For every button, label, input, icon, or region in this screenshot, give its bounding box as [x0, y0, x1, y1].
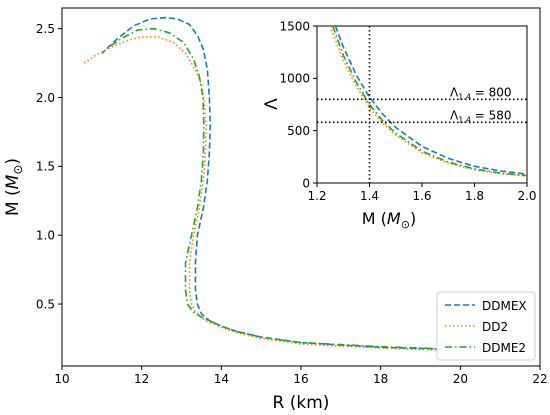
inset-plot: 1.2 1.4 1.6 1.8 2.0 0 500 1000 1500 M (M⊙) Λ Λ1… — [262, 14, 537, 234]
main-x-tick-label: 16 — [293, 372, 308, 386]
inset-x-tick-label: 1.6 — [412, 189, 431, 203]
annotation-lambda-800: Λ1.4 = 800 — [450, 85, 512, 101]
main-x-tick-label: 20 — [453, 372, 468, 386]
main-series-group — [83, 16, 461, 352]
main-y-tick-label: 2.0 — [36, 91, 55, 105]
inset-y-tick-label: 1000 — [279, 72, 310, 86]
main-series-ddme2 — [105, 27, 461, 351]
inset-reference-lines — [317, 26, 527, 183]
inset-series-ddmex — [334, 25, 528, 175]
inset-y-ticks: 0 500 1000 1500 — [279, 19, 317, 190]
main-x-ticks: 10 12 14 16 18 20 22 — [54, 366, 548, 386]
main-x-tick-label: 12 — [134, 372, 149, 386]
inset-axes-frame — [316, 25, 528, 184]
legend-box — [436, 291, 536, 361]
inset-x-axis-label: M (M⊙) — [362, 209, 416, 231]
annotation-lambda-580: Λ1.4 = 580 — [450, 108, 512, 124]
main-y-ticks: 0.5 1.0 1.5 2.0 2.5 — [36, 22, 62, 311]
legend: DDMEX DD2 DDME2 — [436, 291, 536, 361]
main-x-tick-label: 14 — [214, 372, 229, 386]
main-y-tick-label: 1.5 — [36, 160, 55, 174]
legend-label-dd2: DD2 — [482, 320, 508, 334]
main-x-tick-label: 10 — [54, 372, 69, 386]
inset-y-axis-label: Λ — [262, 98, 282, 110]
inset-x-tick-label: 1.8 — [465, 189, 484, 203]
main-y-tick-label: 0.5 — [36, 297, 55, 311]
main-x-axis-label: R (km) — [273, 393, 330, 413]
inset-series-ddme2 — [332, 25, 528, 177]
inset-x-ticks: 1.2 1.4 1.6 1.8 2.0 — [307, 183, 537, 203]
legend-label-ddme2: DDME2 — [482, 341, 526, 355]
inset-series-dd2 — [329, 25, 528, 177]
main-y-tick-label: 1.0 — [36, 229, 55, 243]
main-x-tick-label: 18 — [373, 372, 388, 386]
inset-y-tick-label: 1500 — [279, 19, 310, 33]
main-y-axis-label: M (M⊙) — [3, 158, 25, 216]
inset-x-tick-label: 2.0 — [517, 189, 536, 203]
inset-y-tick-label: 0 — [302, 176, 310, 190]
main-x-tick-label: 22 — [532, 372, 547, 386]
legend-label-ddmex: DDMEX — [482, 299, 527, 313]
main-plot: 10 12 14 16 18 20 22 0.5 1.0 1.5 2.0 2.5 R (km) M … — [3, 7, 548, 413]
inset-series-group — [329, 25, 528, 177]
inset-y-tick-label: 500 — [287, 124, 310, 138]
inset-x-tick-label: 1.4 — [360, 189, 379, 203]
main-series-dd2 — [83, 36, 461, 352]
inset-x-tick-label: 1.2 — [307, 189, 326, 203]
main-series-ddmex — [101, 16, 461, 351]
main-y-tick-label: 2.5 — [36, 22, 55, 36]
